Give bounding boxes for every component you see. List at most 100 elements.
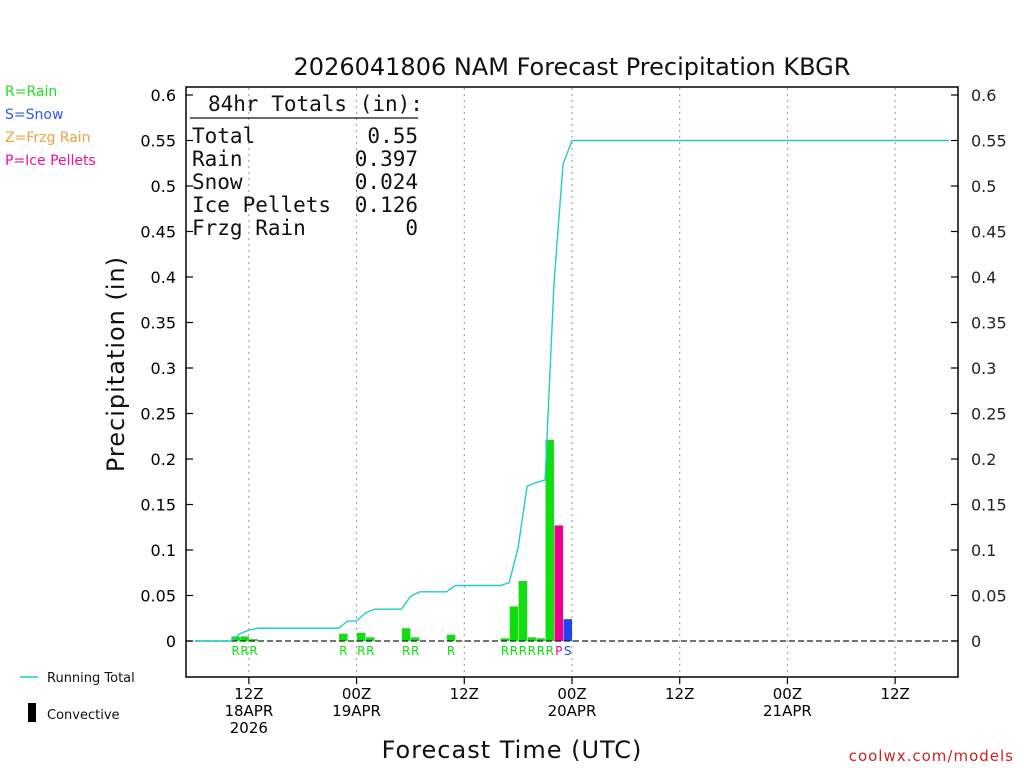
y-tick-label-left: 0 [166, 632, 176, 651]
precip-type-label: R [402, 644, 410, 658]
totals-row-label: Ice Pellets [192, 193, 331, 217]
y-tick-label-left: 0.4 [151, 268, 176, 287]
precip-bar [410, 637, 420, 641]
y-tick-label-right: 0.4 [971, 268, 996, 287]
y-tick-label-left: 0.2 [151, 450, 176, 469]
precip-type-label: R [339, 644, 347, 658]
x-tick-label: 00Z [773, 685, 802, 703]
y-tick-label-left: 0.3 [151, 359, 176, 378]
legend-type-item: R=Rain [5, 84, 57, 100]
precip-bars [231, 439, 572, 641]
precip-type-label: R [501, 644, 509, 658]
precip-type-label: R [528, 644, 536, 658]
precip-bar [518, 580, 528, 641]
x-tick-label: 18APR [224, 702, 273, 720]
precip-bar [563, 619, 572, 641]
totals-header: 84hr Totals (in): [208, 92, 423, 116]
y-tick-label-right: 0.45 [971, 223, 1007, 242]
totals-row-label: Total [192, 124, 255, 148]
precip-type-label: R [546, 644, 554, 658]
precip-bar [357, 632, 366, 641]
precip-type-label: R [357, 644, 365, 658]
y-tick-label-right: 0.5 [971, 177, 996, 196]
precip-bar [365, 637, 375, 641]
y-tick-label-left: 0.05 [140, 587, 176, 606]
y-axis-left: 0 0.05 0.1 0.15 0.2 0.25 0.3 0.35 0.4 0.45 0.5 0.55… [140, 86, 193, 651]
credit-text: coolwx.com/models [849, 747, 1014, 765]
y-tick-label-right: 0.2 [971, 450, 996, 469]
y-tick-label-right: 0.35 [971, 314, 1007, 333]
grid-lines [248, 88, 896, 676]
y-tick-label-left: 0.15 [140, 496, 176, 515]
precip-bar [500, 638, 510, 641]
x-tick-label: 00Z [557, 685, 586, 703]
totals-box: 84hr Totals (in): Total 0.55 Rain 0.397 Snow… [190, 92, 423, 240]
y-tick-label-right: 0.25 [971, 405, 1007, 424]
precip-bar [401, 628, 411, 641]
convective-swatch [28, 703, 36, 722]
precip-bar [527, 637, 537, 641]
y-tick-label-left: 0.55 [140, 132, 176, 151]
precip-type-label: S [564, 644, 572, 658]
precip-type-label: R [537, 644, 545, 658]
x-tick-label: 21APR [763, 702, 812, 720]
precip-type-label: R [366, 644, 374, 658]
precip-bar [446, 634, 456, 641]
running-total-legend-label: Running Total [47, 671, 135, 686]
precip-bar [339, 633, 348, 641]
x-tick-label: 12Z [450, 685, 479, 703]
x-tick-label: 00Z [342, 685, 371, 703]
precip-type-label: R [411, 644, 419, 658]
precip-type-label: R [240, 644, 248, 658]
precip-bar [509, 606, 519, 641]
x-tick-label: 12Z [880, 685, 909, 703]
x-tick-label: 19APR [332, 702, 381, 720]
precip-type-label: R [510, 644, 518, 658]
legend-type-item: P=Ice Pellets [5, 153, 96, 169]
precip-type-legend: R=Rain S=Snow Z=Frzg Rain P=Ice Pellets [5, 84, 96, 169]
totals-row-label: Frzg Rain [192, 216, 306, 240]
y-tick-label-right: 0.05 [971, 587, 1007, 606]
bottom-legend: Running Total Convective [20, 671, 135, 723]
y-tick-label-left: 0.5 [151, 177, 176, 196]
y-axis-label: Precipitation (in) [102, 256, 130, 472]
y-tick-label-left: 0.35 [140, 314, 176, 333]
running-total-line [195, 139, 949, 642]
totals-row-value: 0.024 [355, 170, 418, 194]
precip-type-label: R [519, 644, 527, 658]
totals-row-value: 0.55 [367, 124, 418, 148]
totals-row-value: 0.397 [355, 147, 418, 171]
precip-bar [240, 636, 249, 641]
y-tick-label-left: 0.1 [151, 541, 176, 560]
x-tick-label: 20APR [548, 702, 597, 720]
totals-row-value: 0.126 [355, 193, 418, 217]
y-tick-label-right: 0.15 [971, 496, 1007, 515]
x-tick-label: 2026 [230, 719, 268, 737]
y-tick-label-right: 0.6 [971, 86, 996, 105]
precip-bar [231, 636, 240, 641]
y-tick-label-right: 0.3 [971, 359, 996, 378]
totals-row-value: 0 [405, 216, 418, 240]
y-tick-label-right: 0.55 [971, 132, 1007, 151]
y-tick-label-left: 0.25 [140, 405, 176, 424]
y-tick-label-left: 0.6 [151, 86, 176, 105]
legend-type-item: Z=Frzg Rain [5, 130, 91, 146]
y-tick-label-right: 0 [971, 632, 981, 651]
x-tick-label: 12Z [234, 685, 263, 703]
legend-type-item: S=Snow [5, 107, 63, 123]
precip-type-label: R [231, 644, 239, 658]
totals-row-label: Snow [192, 170, 243, 194]
precip-bar [554, 525, 564, 641]
precip-type-label: R [249, 644, 257, 658]
precip-bar [249, 639, 258, 641]
x-tick-label: 12Z [665, 685, 694, 703]
y-axis-right: 0 0.05 0.1 0.15 0.2 0.25 0.3 0.35 0.4 0.45 0.5 0.55… [951, 86, 1007, 651]
convective-legend-label: Convective [47, 708, 120, 723]
precip-bar [536, 638, 546, 641]
precip-type-label: P [555, 644, 562, 658]
precip-bar [545, 439, 555, 641]
totals-row-label: Rain [192, 147, 243, 171]
